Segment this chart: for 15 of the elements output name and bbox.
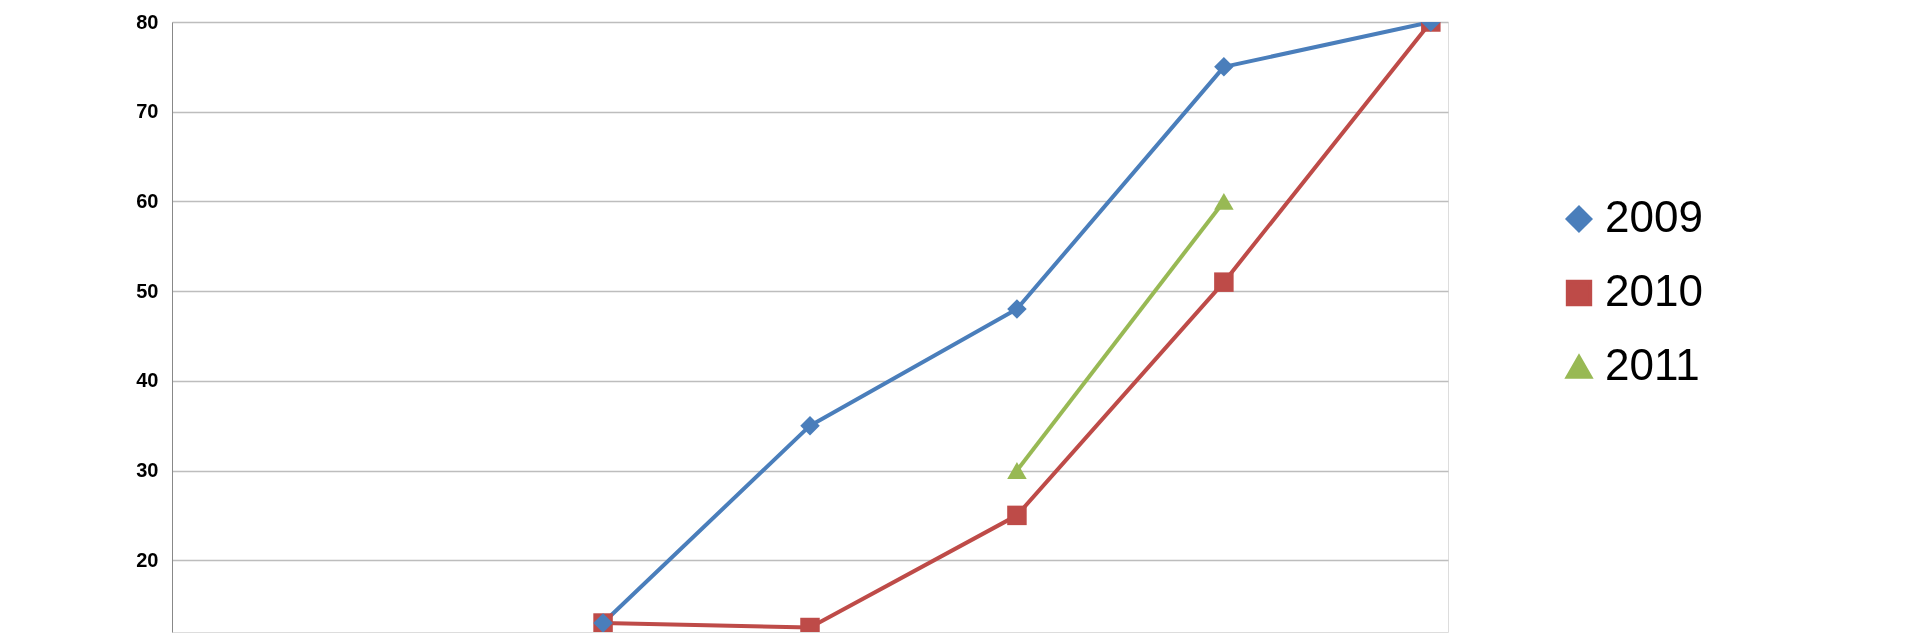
y-tick-label: 40 bbox=[136, 369, 159, 392]
point bbox=[1007, 505, 1027, 526]
point bbox=[1214, 57, 1234, 77]
legend-label: 2010 bbox=[1605, 266, 1703, 315]
y-tick-label: 30 bbox=[136, 459, 159, 482]
y-tick-label: 80 bbox=[136, 10, 159, 33]
point bbox=[1007, 299, 1027, 319]
point bbox=[1214, 272, 1234, 292]
legend-label: 2009 bbox=[1605, 192, 1703, 241]
legend-label: 2011 bbox=[1605, 340, 1700, 389]
y-tick-label: 60 bbox=[136, 189, 159, 212]
point bbox=[800, 415, 820, 436]
y-tick-label: 70 bbox=[136, 100, 159, 123]
y-tick-label: 50 bbox=[136, 279, 159, 302]
y-tick-label: 20 bbox=[136, 548, 159, 571]
